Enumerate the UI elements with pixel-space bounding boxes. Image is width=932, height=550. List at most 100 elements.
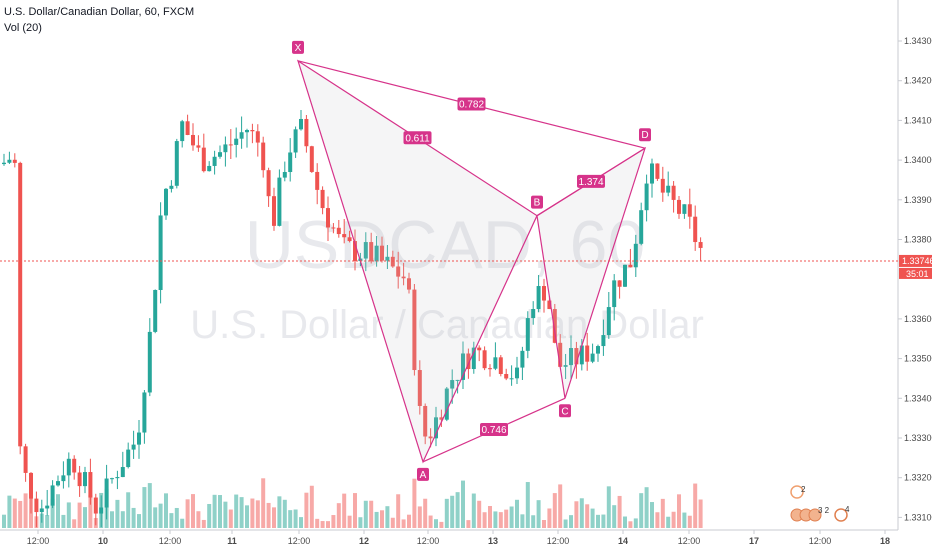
pattern-point-c[interactable]: C xyxy=(559,404,571,418)
candle-body xyxy=(531,309,536,319)
volume-bar xyxy=(596,514,600,528)
event-marker-count: 2 xyxy=(801,485,806,494)
volume-bar xyxy=(612,505,617,528)
pattern-ratio-1[interactable]: 0.782 xyxy=(457,97,486,111)
candle-body xyxy=(617,280,622,287)
volume-bar xyxy=(455,492,460,528)
volume-bar xyxy=(552,493,557,528)
volume-bar xyxy=(482,512,487,528)
price-tick-label: 1.33400 xyxy=(904,393,932,403)
candle-body xyxy=(282,172,287,178)
candle-body xyxy=(277,177,282,226)
candle-body xyxy=(590,353,595,362)
event-marker-4[interactable]: 4 xyxy=(834,505,850,522)
candle-body xyxy=(261,142,266,171)
pattern-point-b[interactable]: B xyxy=(531,195,543,209)
volume-bar xyxy=(320,521,325,528)
pattern-ratio-label: 1.374 xyxy=(578,177,603,188)
candle-body xyxy=(385,256,390,261)
volume-bar xyxy=(590,508,595,528)
candle-body xyxy=(212,156,217,166)
candle-body xyxy=(50,485,55,506)
volume-bar xyxy=(277,496,282,528)
candle-body xyxy=(520,350,525,368)
volume-bar xyxy=(299,517,303,528)
candle-body xyxy=(245,130,249,133)
volume-bar xyxy=(142,487,147,528)
volume-bar xyxy=(293,509,298,528)
volume-bar xyxy=(509,506,514,528)
candle-body xyxy=(126,449,131,468)
pattern-point-d[interactable]: D xyxy=(639,128,651,142)
volume-bar xyxy=(423,498,428,528)
candle-body xyxy=(552,309,557,343)
candle-body xyxy=(509,378,514,380)
candle-body xyxy=(482,350,487,369)
candle-body xyxy=(585,345,590,362)
candle-body xyxy=(93,497,98,514)
pattern-point-x[interactable]: X xyxy=(292,40,304,54)
candle-body xyxy=(515,367,519,379)
candle-body xyxy=(147,331,152,393)
candle-body xyxy=(342,234,347,238)
volume-bar xyxy=(255,500,260,528)
volume-bar xyxy=(169,513,174,528)
candle-body xyxy=(450,380,455,389)
volume-bar xyxy=(579,498,584,528)
volume-bar xyxy=(650,502,654,528)
volume-bar xyxy=(390,517,395,528)
candle-body xyxy=(234,138,239,145)
time-tick-label: 13 xyxy=(488,536,498,546)
volume-bar xyxy=(504,509,509,528)
volume-bar xyxy=(671,511,676,528)
candle-body xyxy=(320,189,325,209)
volume-bar xyxy=(131,507,136,528)
event-marker-2[interactable]: 2 xyxy=(790,485,806,499)
volume-bar xyxy=(493,511,498,528)
volume-bar xyxy=(698,499,703,528)
time-tick-label: 17 xyxy=(749,536,759,546)
time-axis[interactable]: 12:00 10 12:00 11 12:00 12 12:00 13 12:00 14 12:00… xyxy=(27,530,890,546)
volume-bar xyxy=(196,511,201,528)
volume-bar xyxy=(633,518,638,528)
volume-bar xyxy=(374,511,379,528)
pattern-ratio-label: 0.782 xyxy=(459,100,484,111)
volume-bar xyxy=(115,499,120,528)
event-marker-group-3-2[interactable]: 3 2 xyxy=(790,506,830,522)
volume-bar xyxy=(461,480,465,528)
pattern-ratio-0[interactable]: 0.611 xyxy=(403,131,432,145)
volume-bar xyxy=(666,516,671,528)
pattern-ratio-label: 0.746 xyxy=(481,425,506,436)
volume-bar xyxy=(50,498,55,528)
candle-body xyxy=(7,159,12,163)
candle-body xyxy=(677,199,681,214)
pattern-ratio-3[interactable]: 0.746 xyxy=(480,423,508,437)
volume-bar xyxy=(288,510,293,528)
pattern-ratio-2[interactable]: 1.374 xyxy=(577,174,605,188)
volume-bar xyxy=(542,519,546,528)
price-axis[interactable]: 1.34300 1.34200 1.34100 1.34000 1.33900 1.338… xyxy=(898,36,932,522)
candle-body xyxy=(169,185,174,189)
volume-bar xyxy=(272,507,276,528)
pattern-point-a[interactable]: A xyxy=(417,467,429,481)
candle-body xyxy=(461,353,465,380)
volume-bar xyxy=(315,518,320,528)
pattern-point-label: B xyxy=(534,198,541,209)
volume-bar xyxy=(547,508,552,528)
candle-body xyxy=(471,347,476,370)
candle-body xyxy=(428,436,433,439)
volume-bar xyxy=(585,504,590,528)
economic-event-markers[interactable]: 2 3 2 4 xyxy=(790,485,850,522)
volume-bar xyxy=(569,515,573,528)
volume-bar xyxy=(88,494,93,528)
volume-bar xyxy=(218,495,222,528)
candle-body xyxy=(174,141,179,186)
chart-legend-title: U.S. Dollar/Canadian Dollar, 60, FXCM xyxy=(4,6,195,18)
candle-body xyxy=(547,300,552,310)
volume-bar xyxy=(515,499,519,528)
volume-bar xyxy=(201,519,206,528)
volume-indicator-label[interactable]: Vol (20) xyxy=(4,22,42,34)
candle-body xyxy=(488,368,492,370)
candle-body xyxy=(66,458,71,476)
